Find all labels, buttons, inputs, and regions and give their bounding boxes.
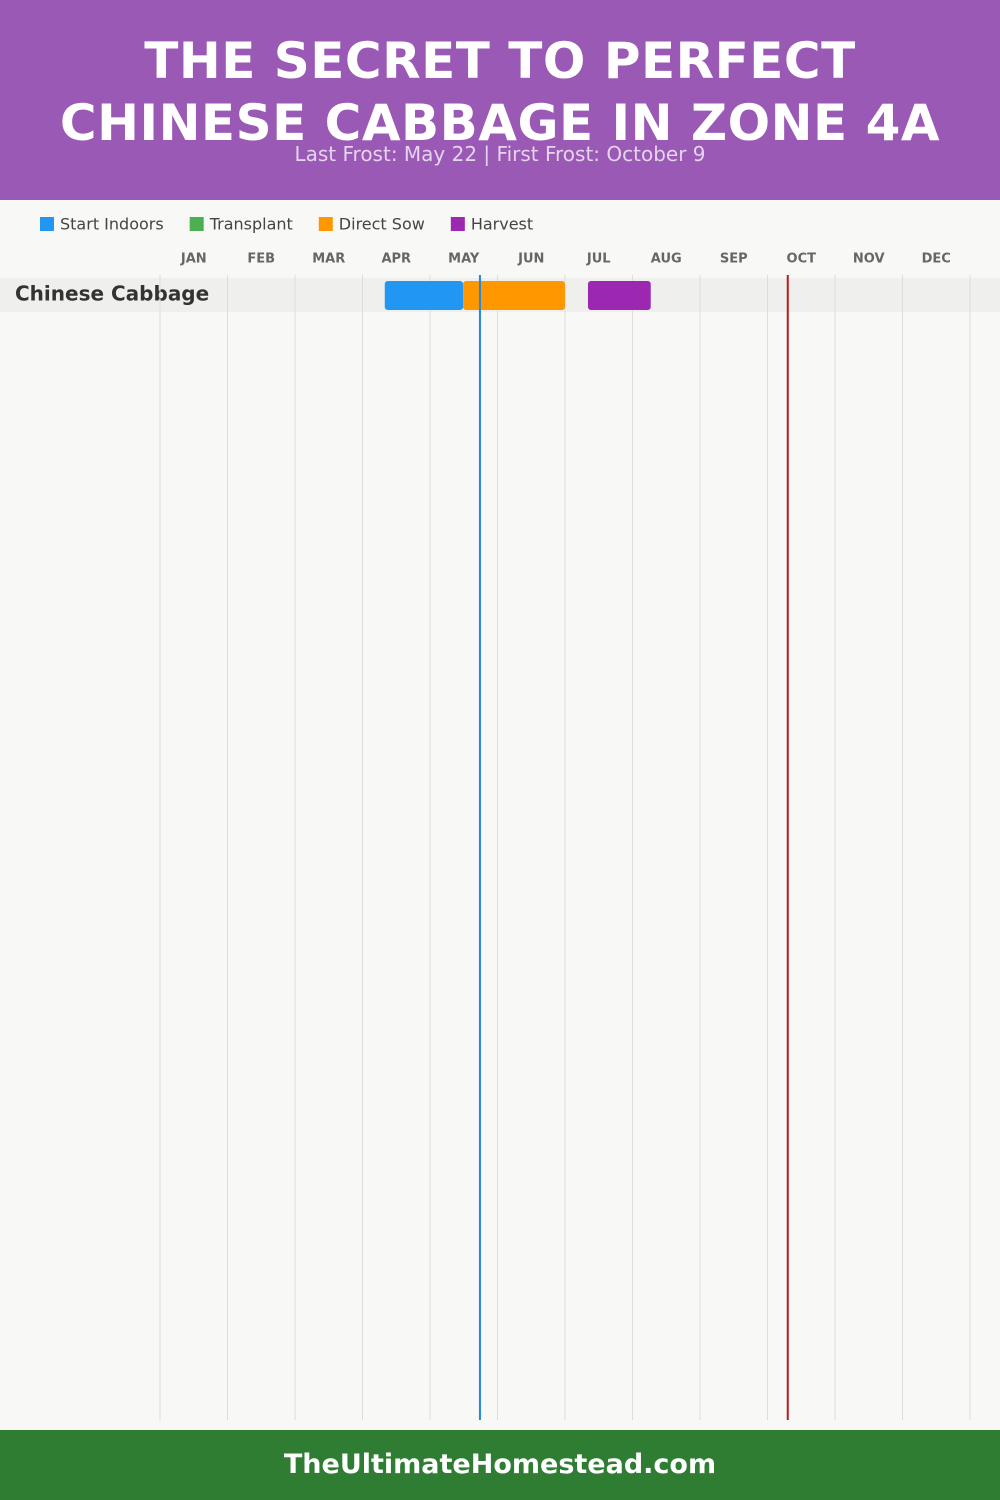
legend-label: Harvest bbox=[471, 215, 533, 234]
footer: TheUltimateHomestead.com bbox=[0, 1430, 1000, 1500]
x-tick-label: MAY bbox=[448, 252, 480, 267]
x-tick-label: AUG bbox=[651, 252, 682, 267]
legend-swatch bbox=[318, 217, 333, 231]
x-tick-label: JUL bbox=[586, 252, 611, 267]
chart-subtitle: Last Frost: May 22 | First Frost: Octobe… bbox=[294, 142, 706, 166]
x-tick-label: MAR bbox=[312, 252, 345, 267]
x-tick-label: JAN bbox=[180, 252, 207, 267]
legend-swatch bbox=[40, 217, 54, 231]
footer-text: TheUltimateHomestead.com bbox=[283, 1449, 717, 1480]
x-tick-label: NOV bbox=[853, 252, 885, 267]
x-tick-label: DEC bbox=[922, 252, 951, 267]
bar bbox=[384, 281, 464, 310]
x-tick-label: JUN bbox=[517, 252, 544, 267]
bar bbox=[587, 281, 651, 310]
row-label: Chinese Cabbage bbox=[15, 282, 209, 306]
header: The Secret to Perfect Chinese Cabbage in… bbox=[0, 0, 1000, 200]
legend-label: Direct Sow bbox=[339, 215, 425, 234]
bar bbox=[463, 281, 565, 310]
legend-swatch bbox=[189, 217, 204, 231]
x-tick-label: SEP bbox=[720, 252, 748, 267]
x-tick-label: OCT bbox=[787, 252, 817, 267]
x-tick-label: FEB bbox=[247, 252, 275, 267]
chart-title: The Secret to Perfect Chinese Cabbage in… bbox=[59, 32, 941, 152]
x-tick-label: APR bbox=[381, 252, 411, 267]
legend-label: Start Indoors bbox=[60, 215, 164, 234]
chart: Start Indoors Transplant Direct Sow Harvest… bbox=[0, 215, 1000, 1420]
legend-label: Transplant bbox=[209, 215, 293, 234]
legend-swatch bbox=[450, 217, 465, 231]
